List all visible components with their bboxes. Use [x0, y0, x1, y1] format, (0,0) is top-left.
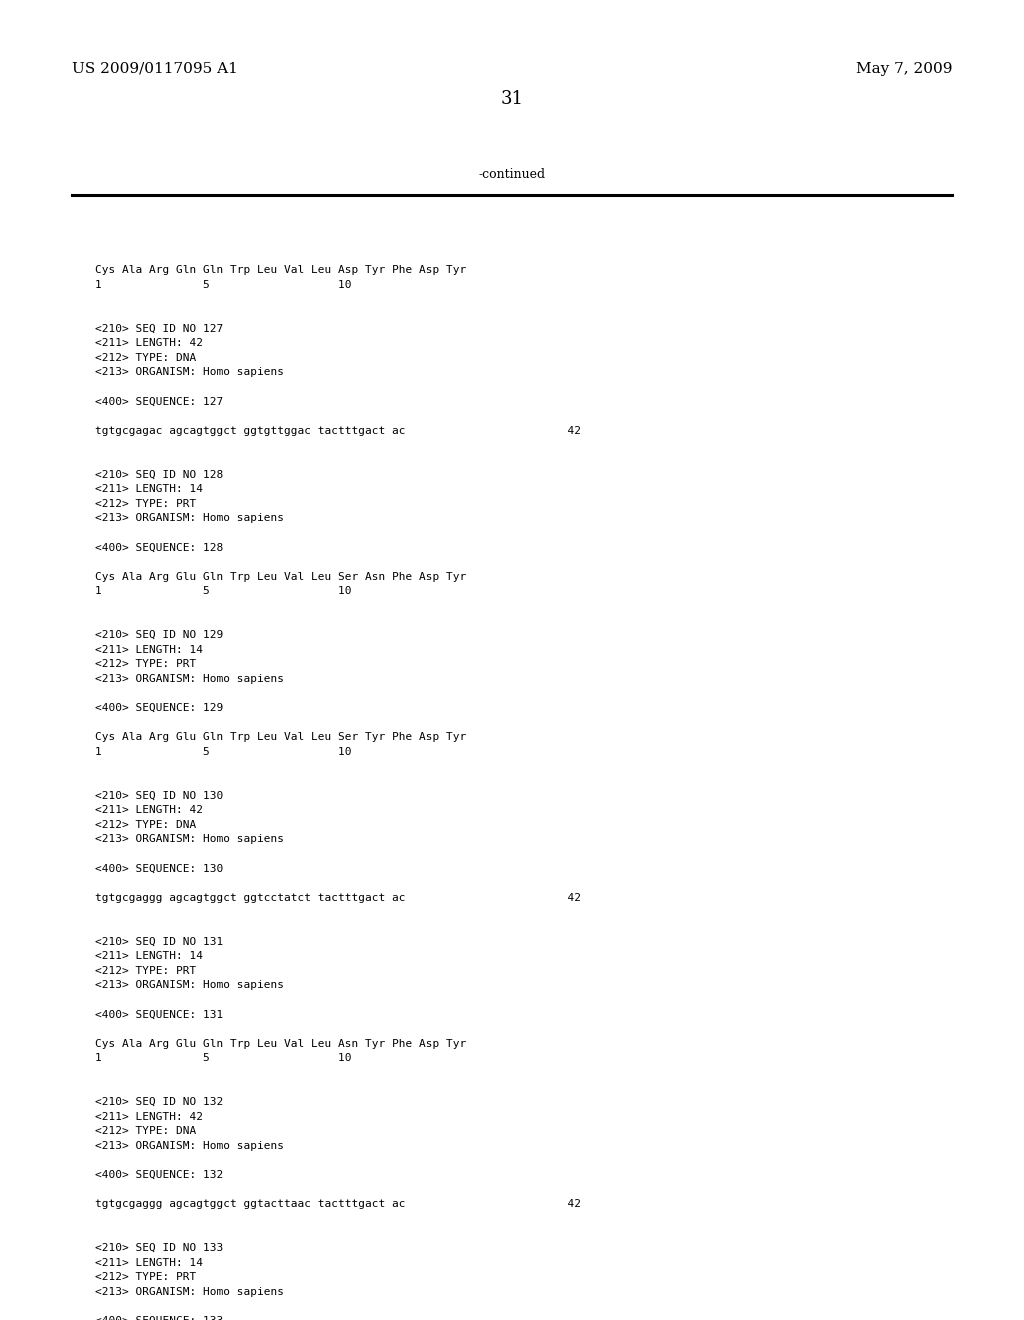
Text: <213> ORGANISM: Homo sapiens: <213> ORGANISM: Homo sapiens: [95, 834, 284, 845]
Text: <211> LENGTH: 42: <211> LENGTH: 42: [95, 1111, 203, 1122]
Text: <212> TYPE: DNA: <212> TYPE: DNA: [95, 820, 197, 830]
Text: <211> LENGTH: 42: <211> LENGTH: 42: [95, 805, 203, 816]
Text: 1               5                   10: 1 5 10: [95, 586, 351, 597]
Text: <210> SEQ ID NO 129: <210> SEQ ID NO 129: [95, 630, 223, 640]
Text: tgtgcgaggg agcagtggct ggtcctatct tactttgact ac                        42: tgtgcgaggg agcagtggct ggtcctatct tactttg…: [95, 892, 581, 903]
Text: <211> LENGTH: 14: <211> LENGTH: 14: [95, 952, 203, 961]
Text: <212> TYPE: PRT: <212> TYPE: PRT: [95, 1272, 197, 1283]
Text: <400> SEQUENCE: 132: <400> SEQUENCE: 132: [95, 1171, 223, 1180]
Text: <210> SEQ ID NO 132: <210> SEQ ID NO 132: [95, 1097, 223, 1107]
Text: <211> LENGTH: 14: <211> LENGTH: 14: [95, 644, 203, 655]
Text: <213> ORGANISM: Homo sapiens: <213> ORGANISM: Homo sapiens: [95, 981, 284, 990]
Text: Cys Ala Arg Gln Gln Trp Leu Val Leu Asp Tyr Phe Asp Tyr: Cys Ala Arg Gln Gln Trp Leu Val Leu Asp …: [95, 265, 466, 275]
Text: <211> LENGTH: 14: <211> LENGTH: 14: [95, 484, 203, 494]
Text: <213> ORGANISM: Homo sapiens: <213> ORGANISM: Homo sapiens: [95, 367, 284, 378]
Text: <211> LENGTH: 14: <211> LENGTH: 14: [95, 1258, 203, 1267]
Text: <212> TYPE: PRT: <212> TYPE: PRT: [95, 499, 197, 508]
Text: <400> SEQUENCE: 129: <400> SEQUENCE: 129: [95, 704, 223, 713]
Text: 1               5                   10: 1 5 10: [95, 1053, 351, 1064]
Text: <212> TYPE: DNA: <212> TYPE: DNA: [95, 352, 197, 363]
Text: <212> TYPE: DNA: <212> TYPE: DNA: [95, 1126, 197, 1137]
Text: <210> SEQ ID NO 130: <210> SEQ ID NO 130: [95, 791, 223, 801]
Text: <210> SEQ ID NO 127: <210> SEQ ID NO 127: [95, 323, 223, 334]
Text: Cys Ala Arg Glu Gln Trp Leu Val Leu Ser Tyr Phe Asp Tyr: Cys Ala Arg Glu Gln Trp Leu Val Leu Ser …: [95, 733, 466, 742]
Text: <212> TYPE: PRT: <212> TYPE: PRT: [95, 659, 197, 669]
Text: <400> SEQUENCE: 131: <400> SEQUENCE: 131: [95, 1010, 223, 1019]
Text: <400> SEQUENCE: 130: <400> SEQUENCE: 130: [95, 863, 223, 874]
Text: <213> ORGANISM: Homo sapiens: <213> ORGANISM: Homo sapiens: [95, 513, 284, 523]
Text: -continued: -continued: [478, 168, 546, 181]
Text: tgtgcgaggg agcagtggct ggtacttaac tactttgact ac                        42: tgtgcgaggg agcagtggct ggtacttaac tactttg…: [95, 1200, 581, 1209]
Text: <213> ORGANISM: Homo sapiens: <213> ORGANISM: Homo sapiens: [95, 673, 284, 684]
Text: tgtgcgagac agcagtggct ggtgttggac tactttgact ac                        42: tgtgcgagac agcagtggct ggtgttggac tactttg…: [95, 425, 581, 436]
Text: <212> TYPE: PRT: <212> TYPE: PRT: [95, 966, 197, 975]
Text: <400> SEQUENCE: 128: <400> SEQUENCE: 128: [95, 543, 223, 552]
Text: <400> SEQUENCE: 127: <400> SEQUENCE: 127: [95, 396, 223, 407]
Text: <210> SEQ ID NO 128: <210> SEQ ID NO 128: [95, 470, 223, 479]
Text: 31: 31: [501, 90, 523, 108]
Text: <400> SEQUENCE: 133: <400> SEQUENCE: 133: [95, 1316, 223, 1320]
Text: Cys Ala Arg Glu Gln Trp Leu Val Leu Ser Asn Phe Asp Tyr: Cys Ala Arg Glu Gln Trp Leu Val Leu Ser …: [95, 572, 466, 582]
Text: <213> ORGANISM: Homo sapiens: <213> ORGANISM: Homo sapiens: [95, 1140, 284, 1151]
Text: 1               5                   10: 1 5 10: [95, 747, 351, 756]
Text: Cys Ala Arg Glu Gln Trp Leu Val Leu Asn Tyr Phe Asp Tyr: Cys Ala Arg Glu Gln Trp Leu Val Leu Asn …: [95, 1039, 466, 1049]
Text: US 2009/0117095 A1: US 2009/0117095 A1: [72, 62, 238, 77]
Text: <210> SEQ ID NO 131: <210> SEQ ID NO 131: [95, 937, 223, 946]
Text: <213> ORGANISM: Homo sapiens: <213> ORGANISM: Homo sapiens: [95, 1287, 284, 1298]
Text: <210> SEQ ID NO 133: <210> SEQ ID NO 133: [95, 1243, 223, 1253]
Text: May 7, 2009: May 7, 2009: [855, 62, 952, 77]
Text: 1               5                   10: 1 5 10: [95, 280, 351, 289]
Text: <211> LENGTH: 42: <211> LENGTH: 42: [95, 338, 203, 348]
